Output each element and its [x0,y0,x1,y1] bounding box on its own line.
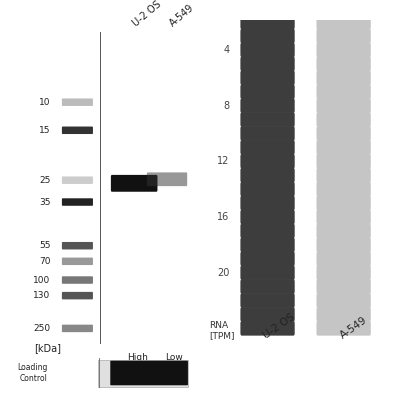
FancyBboxPatch shape [241,168,295,182]
FancyBboxPatch shape [62,292,93,299]
FancyBboxPatch shape [316,224,371,238]
FancyBboxPatch shape [316,182,371,196]
Text: 55: 55 [39,241,51,250]
FancyBboxPatch shape [241,29,295,43]
FancyBboxPatch shape [316,196,371,210]
FancyBboxPatch shape [241,126,295,141]
Text: 250: 250 [33,324,51,333]
FancyBboxPatch shape [316,126,371,141]
Text: A-549: A-549 [168,3,196,29]
Text: 70: 70 [39,257,51,266]
FancyBboxPatch shape [241,210,295,224]
FancyBboxPatch shape [316,1,371,16]
FancyBboxPatch shape [241,293,295,308]
FancyBboxPatch shape [62,258,93,265]
FancyBboxPatch shape [316,70,371,85]
FancyBboxPatch shape [241,252,295,266]
Text: High: High [127,353,148,362]
FancyBboxPatch shape [316,321,371,336]
Text: U-2 OS: U-2 OS [262,311,297,340]
FancyBboxPatch shape [62,276,93,284]
FancyBboxPatch shape [241,15,295,29]
FancyBboxPatch shape [316,29,371,43]
FancyBboxPatch shape [241,98,295,113]
Text: 130: 130 [33,291,51,300]
Text: 12: 12 [217,156,230,166]
FancyBboxPatch shape [98,360,188,386]
FancyBboxPatch shape [316,98,371,113]
FancyBboxPatch shape [241,307,295,322]
FancyBboxPatch shape [241,265,295,280]
FancyBboxPatch shape [241,154,295,168]
FancyBboxPatch shape [241,279,295,294]
Text: 8: 8 [223,101,230,111]
FancyBboxPatch shape [241,1,295,16]
Text: [kDa]: [kDa] [34,343,61,353]
Text: A-549: A-549 [338,314,369,340]
FancyBboxPatch shape [241,56,295,71]
FancyBboxPatch shape [241,84,295,99]
FancyBboxPatch shape [62,98,93,106]
FancyBboxPatch shape [316,265,371,280]
Text: Loading
Control: Loading Control [17,363,48,383]
FancyBboxPatch shape [241,321,295,336]
FancyBboxPatch shape [316,154,371,168]
FancyBboxPatch shape [316,43,371,57]
FancyBboxPatch shape [316,307,371,322]
Text: 10: 10 [39,98,51,107]
Text: 16: 16 [217,212,230,222]
FancyBboxPatch shape [316,84,371,99]
Text: 20: 20 [217,268,230,278]
FancyBboxPatch shape [316,238,371,252]
Text: 4: 4 [223,45,230,55]
FancyBboxPatch shape [316,56,371,71]
FancyBboxPatch shape [316,210,371,224]
Text: 35: 35 [39,198,51,206]
FancyBboxPatch shape [241,182,295,196]
FancyBboxPatch shape [316,168,371,182]
FancyBboxPatch shape [62,126,93,134]
FancyBboxPatch shape [241,112,295,127]
FancyBboxPatch shape [241,238,295,252]
FancyBboxPatch shape [316,279,371,294]
Text: RNA
[TPM]: RNA [TPM] [209,321,234,340]
FancyBboxPatch shape [110,361,188,385]
FancyBboxPatch shape [316,293,371,308]
FancyBboxPatch shape [316,15,371,29]
FancyBboxPatch shape [241,140,295,155]
FancyBboxPatch shape [241,224,295,238]
FancyBboxPatch shape [111,175,158,192]
FancyBboxPatch shape [241,70,295,85]
FancyBboxPatch shape [62,198,93,206]
FancyBboxPatch shape [241,43,295,57]
FancyBboxPatch shape [62,242,93,250]
FancyBboxPatch shape [316,252,371,266]
FancyBboxPatch shape [316,112,371,127]
FancyBboxPatch shape [316,140,371,155]
Text: 100: 100 [33,276,51,284]
Text: U-2 OS: U-2 OS [131,0,163,29]
Text: 15: 15 [39,126,51,135]
FancyBboxPatch shape [241,196,295,210]
FancyBboxPatch shape [147,172,187,186]
FancyBboxPatch shape [62,325,93,332]
Text: 25: 25 [39,176,51,185]
FancyBboxPatch shape [62,176,93,184]
Text: Low: Low [165,353,184,362]
